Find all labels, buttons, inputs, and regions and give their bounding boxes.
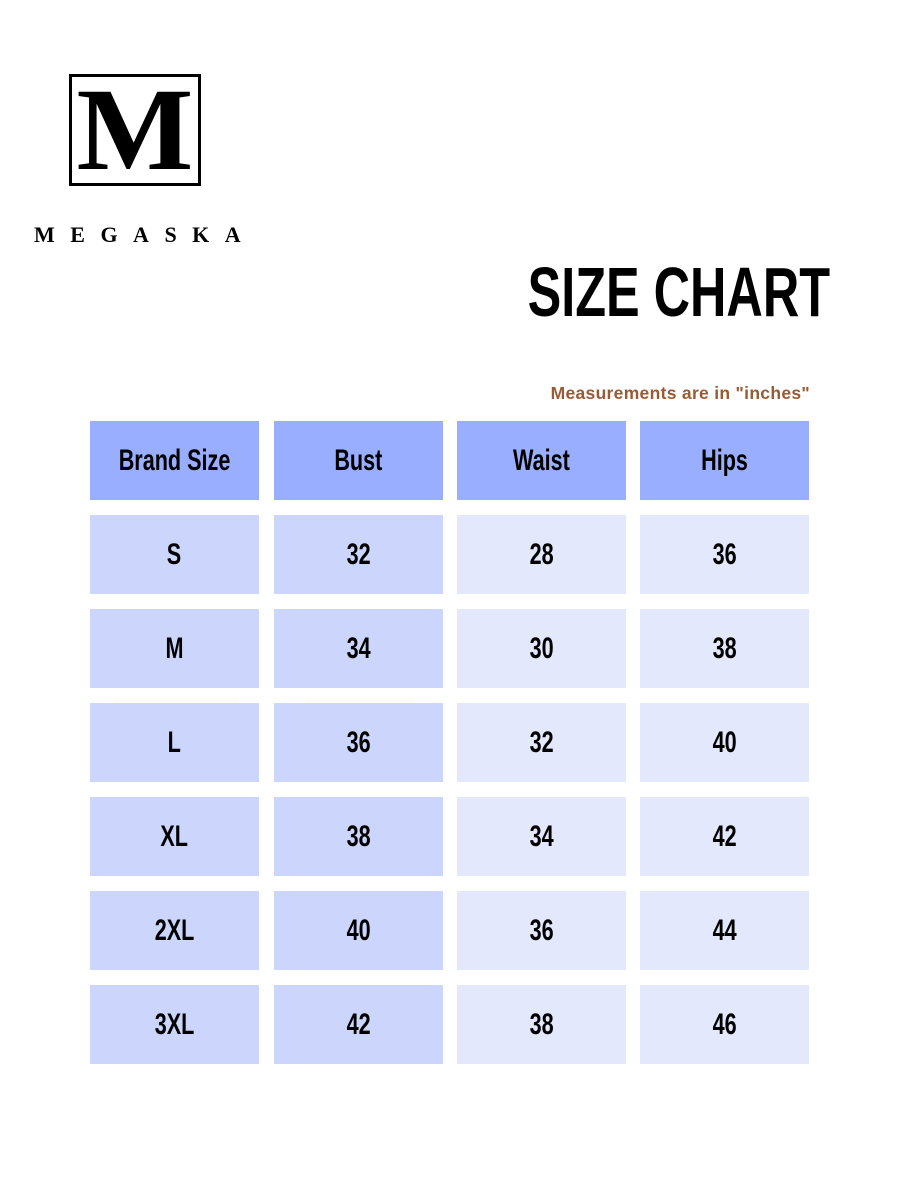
cell-text: 32 [529,725,554,759]
table-cell: 38 [640,609,809,688]
table-cell: 36 [640,515,809,594]
table-cell: 46 [640,985,809,1064]
cell-text: S [167,537,182,571]
table-cell: 42 [274,985,443,1064]
table-cell: 32 [457,703,626,782]
table-header-cell: Bust [274,421,443,500]
cell-text: Bust [334,443,383,477]
cell-text: XL [160,819,189,853]
table-cell: 44 [640,891,809,970]
table-cell: 34 [274,609,443,688]
table-cell: S [90,515,259,594]
brand-name: MEGASKA [34,222,257,247]
table-cell: 30 [457,609,626,688]
cell-text: 30 [529,631,554,665]
table-cell: 3XL [90,985,259,1064]
cell-text: 36 [346,725,371,759]
cell-text: Hips [701,443,748,477]
page-title: SIZE CHART [527,253,830,331]
table-header-cell: Hips [640,421,809,500]
table-cell: 28 [457,515,626,594]
logo-letter: M [76,64,194,195]
table-header-cell: Brand Size [90,421,259,500]
cell-text: 44 [712,913,737,947]
cell-text: 38 [529,1007,554,1041]
measurement-note: Measurements are in "inches" [550,383,810,403]
cell-text: 46 [712,1007,737,1041]
table-cell: M [90,609,259,688]
table-cell: 36 [457,891,626,970]
cell-text: 32 [346,537,371,571]
cell-text: 36 [529,913,554,947]
cell-text: 38 [712,631,737,665]
cell-text: 42 [346,1007,371,1041]
table-cell: 40 [640,703,809,782]
brand-logo: M [69,64,201,195]
cell-text: 34 [529,819,554,853]
cell-text: 40 [712,725,737,759]
table-cell: 38 [457,985,626,1064]
cell-text: 38 [346,819,371,853]
cell-text: 40 [346,913,371,947]
cell-text: 28 [529,537,554,571]
cell-text: Brand Size [118,443,231,477]
table-cell: 32 [274,515,443,594]
table-cell: XL [90,797,259,876]
table-cell: 38 [274,797,443,876]
table-cell: 36 [274,703,443,782]
table-cell: L [90,703,259,782]
cell-text: M [165,631,184,665]
cell-text: L [167,725,182,759]
table-cell: 2XL [90,891,259,970]
table-header-cell: Waist [457,421,626,500]
cell-text: 34 [346,631,371,665]
cell-text: Waist [513,443,570,477]
table-cell: 40 [274,891,443,970]
cell-text: 2XL [154,913,195,947]
cell-text: 36 [712,537,737,571]
cell-text: 3XL [154,1007,195,1041]
table-cell: 34 [457,797,626,876]
table-cell: 42 [640,797,809,876]
cell-text: 42 [712,819,737,853]
